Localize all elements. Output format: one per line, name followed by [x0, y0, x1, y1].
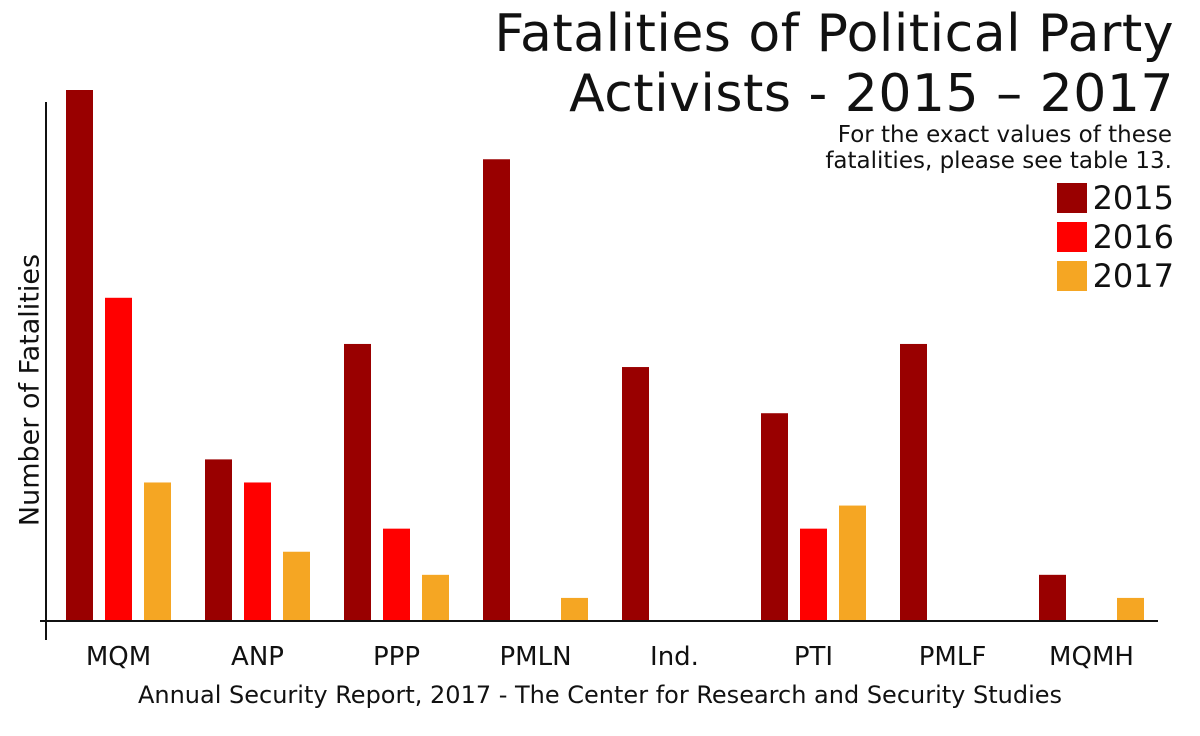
bars-group	[66, 90, 1144, 621]
legend-item-2016: 2016	[1056, 217, 1174, 256]
bar-pti-2015	[761, 413, 788, 621]
bar-ind-2015	[622, 367, 649, 621]
legend-label-2015: 2015	[1092, 178, 1174, 217]
legend-label-2017: 2017	[1092, 256, 1174, 295]
bar-anp-2015	[205, 459, 232, 621]
bar-pti-2016	[800, 528, 827, 621]
x-tick-label: MQMH	[1049, 642, 1134, 672]
legend: 2015 2016 2017	[1056, 178, 1174, 295]
bar-anp-2017	[283, 551, 310, 621]
bar-ppp-2017	[422, 574, 449, 621]
chart-subtitle-line-2: fatalities, please see table 13.	[825, 148, 1172, 174]
chart-subtitle-line-1: For the exact values of these	[837, 122, 1172, 148]
x-tick-label: ANP	[231, 642, 284, 672]
y-axis-label: Number of Fatalities	[14, 253, 46, 527]
x-tick-label: Ind.	[650, 642, 699, 672]
legend-swatch-2015	[1056, 182, 1087, 213]
chart-title-line-1: Fatalities of Political Party	[494, 4, 1174, 64]
bar-anp-2016	[244, 482, 271, 621]
bar-mqm-2016	[105, 297, 132, 621]
bar-pti-2017	[839, 505, 866, 621]
bar-pmln-2015	[483, 159, 510, 621]
x-tick-labels: MQM ANP PPP PMLN Ind. PTI PMLF MQMH	[86, 642, 1134, 672]
legend-swatch-2016	[1056, 221, 1087, 252]
x-tick-label: PPP	[373, 642, 420, 672]
legend-label-2016: 2016	[1092, 217, 1174, 256]
x-tick-label: PMLF	[919, 642, 987, 672]
bar-mqmh-2015	[1039, 574, 1066, 621]
bar-ppp-2015	[344, 343, 371, 621]
legend-item-2017: 2017	[1056, 256, 1174, 295]
bar-mqm-2017	[144, 482, 171, 621]
x-tick-label: PMLN	[499, 642, 571, 672]
bar-pmln-2017	[561, 597, 588, 621]
bar-ppp-2016	[383, 528, 410, 621]
bar-pmlf-2015	[900, 343, 927, 621]
chart-title-line-2: Activists - 2015 – 2017	[569, 64, 1174, 124]
legend-item-2015: 2015	[1056, 178, 1174, 217]
chart-caption: Annual Security Report, 2017 - The Cente…	[137, 681, 1063, 709]
bar-mqmh-2017	[1117, 597, 1144, 621]
x-tick-label: PTI	[794, 642, 833, 672]
bar-mqm-2015	[66, 90, 93, 621]
x-tick-label: MQM	[86, 642, 151, 672]
legend-swatch-2017	[1056, 260, 1087, 291]
